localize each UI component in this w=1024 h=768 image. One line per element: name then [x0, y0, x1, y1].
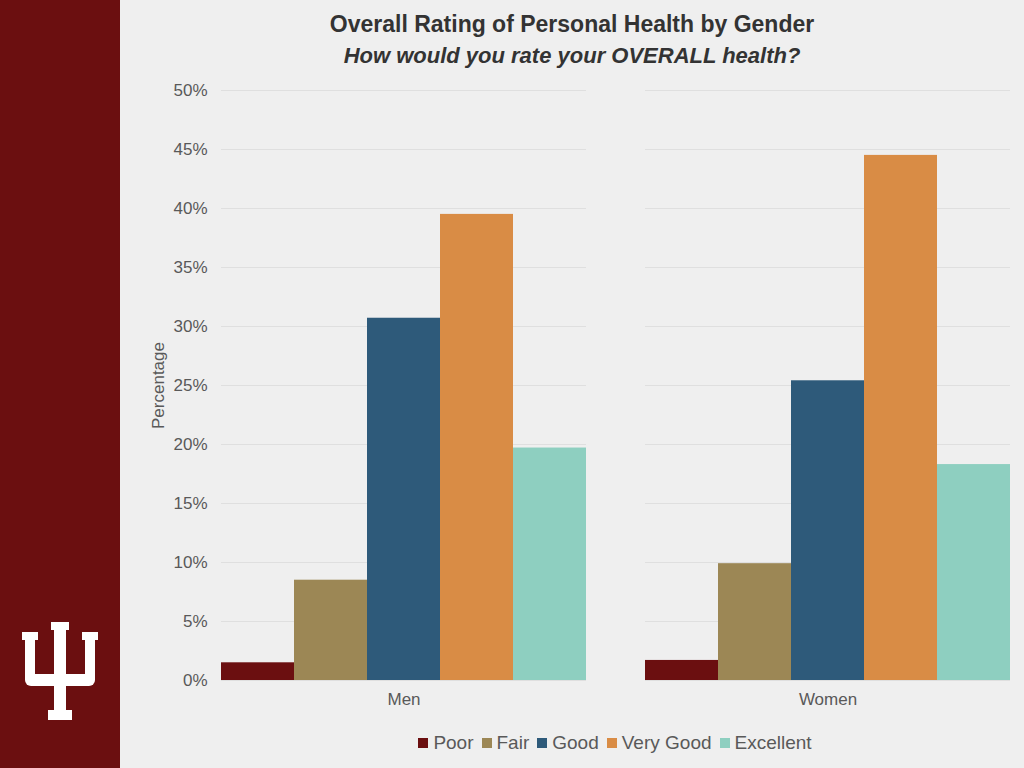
html-text:Fair: Fair	[496, 732, 530, 753]
svg-text:Women: Women	[799, 690, 857, 709]
svg-text:25%: 25%	[173, 376, 207, 395]
html-text:Good: Good	[552, 732, 599, 753]
svg-text:45%: 45%	[173, 140, 207, 159]
svg-text:30%: 30%	[173, 317, 207, 336]
svg-text:Percentage: Percentage	[149, 342, 168, 429]
html-text:How would you rate your OVERAL: How would you rate your OVERALL health?	[343, 43, 801, 68]
html-text:Very Good: Very Good	[621, 732, 712, 753]
html-text:Excellent: Excellent	[734, 732, 812, 753]
svg-text:50%: 50%	[173, 81, 207, 100]
svg-text:0%: 0%	[183, 671, 208, 690]
svg-text:35%: 35%	[173, 258, 207, 277]
svg-text:Men: Men	[387, 690, 420, 709]
html-text:Poor: Poor	[433, 732, 474, 753]
svg-text:40%: 40%	[173, 199, 207, 218]
svg-text:15%: 15%	[173, 494, 207, 513]
svg-text:10%: 10%	[173, 553, 207, 572]
svg-text:20%: 20%	[173, 435, 207, 454]
svg-text:5%: 5%	[183, 612, 208, 631]
html-text:Overall Rating of Personal Hea: Overall Rating of Personal Health by Gen…	[329, 11, 815, 37]
